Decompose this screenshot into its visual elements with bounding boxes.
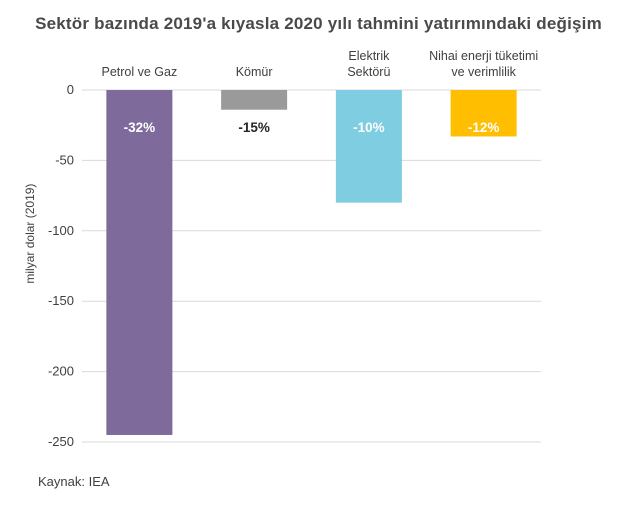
category-label: Petrol ve Gaz xyxy=(102,65,178,79)
data-label: -12% xyxy=(468,120,500,135)
data-label: -15% xyxy=(238,120,270,135)
bar xyxy=(106,90,173,435)
y-tick-label: -50 xyxy=(55,152,74,167)
y-tick-label: -250 xyxy=(48,434,74,449)
bar xyxy=(450,90,517,137)
bar xyxy=(335,90,402,203)
category-label: Nihai enerji tüketimi xyxy=(429,49,538,63)
y-tick-label: 0 xyxy=(67,82,74,97)
category-label: ve verimlilik xyxy=(451,65,516,79)
y-tick-label: -150 xyxy=(48,293,74,308)
source-note: Kaynak: IEA xyxy=(38,474,110,489)
data-label: -10% xyxy=(353,120,385,135)
category-label: Kömür xyxy=(236,65,273,79)
chart-title: Sektör bazında 2019'a kıyasla 2020 yılı … xyxy=(35,14,602,33)
bar xyxy=(221,90,288,110)
category-label: Elektrik xyxy=(348,49,390,63)
data-label: -32% xyxy=(124,120,156,135)
y-tick-label: -200 xyxy=(48,364,74,379)
y-axis-title: milyar dolar (2019) xyxy=(23,184,37,284)
y-tick-label: -100 xyxy=(48,223,74,238)
category-label: Sektörü xyxy=(347,65,390,79)
